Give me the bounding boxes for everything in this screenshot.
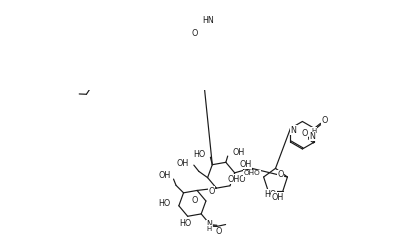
Text: N: N xyxy=(290,126,296,135)
Text: O: O xyxy=(191,196,197,205)
Text: OH: OH xyxy=(239,160,251,168)
Text: HN: HN xyxy=(202,16,214,25)
Text: O: O xyxy=(320,116,327,125)
Text: HO: HO xyxy=(179,219,191,228)
Text: O: O xyxy=(232,175,239,184)
Text: O: O xyxy=(191,29,197,38)
Text: OHO: OHO xyxy=(243,170,260,176)
Text: OH: OH xyxy=(176,159,188,168)
Text: OH: OH xyxy=(158,171,170,180)
Text: HO: HO xyxy=(158,199,170,208)
Text: OH: OH xyxy=(271,193,283,202)
Text: OH: OH xyxy=(232,148,244,158)
Text: O: O xyxy=(208,187,214,196)
Text: N: N xyxy=(309,132,315,141)
Text: O: O xyxy=(301,130,307,138)
Text: O: O xyxy=(215,227,222,236)
Text: OHO: OHO xyxy=(227,175,246,184)
Text: H: H xyxy=(206,226,211,232)
Text: HO: HO xyxy=(264,190,276,199)
Text: HO: HO xyxy=(193,150,205,158)
Text: N: N xyxy=(206,220,212,229)
Text: O: O xyxy=(277,170,283,179)
Text: H: H xyxy=(311,128,316,134)
